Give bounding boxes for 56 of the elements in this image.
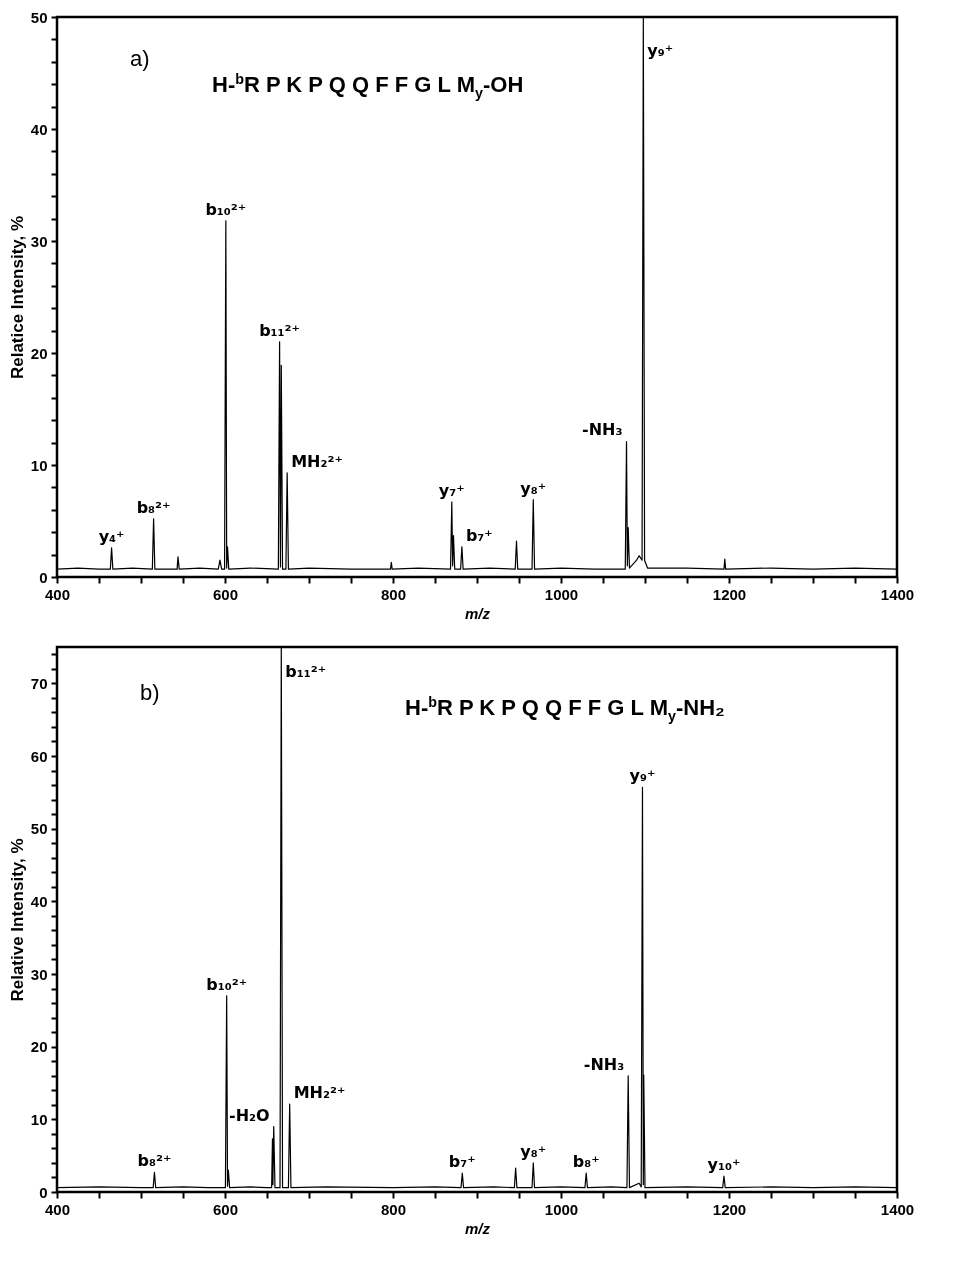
annotation: MH₂²⁺ (291, 451, 343, 471)
annotation: b₇⁺ (448, 1152, 476, 1172)
annotation: H-$^{b}$R P K P Q Q F F G L M$_{y}$-NH₂ (405, 694, 725, 724)
annotation: b₁₀²⁺ (205, 199, 247, 219)
x-tick-label: 600 (212, 585, 239, 603)
x-tick-label: 1200 (712, 585, 747, 603)
x-axis-title: m/z (464, 1219, 491, 1237)
annotation: b₁₀²⁺ (206, 974, 248, 994)
x-tick-label: 800 (380, 1200, 407, 1218)
y-tick-label: 20 (30, 1038, 48, 1056)
y-tick-label: 10 (30, 456, 48, 474)
x-tick-label: 1400 (880, 585, 915, 603)
annotation: MH₂²⁺ (293, 1083, 346, 1103)
annotation: b) (140, 680, 160, 705)
y-tick-label: 60 (30, 747, 48, 765)
y-tick-label: 50 (30, 820, 48, 838)
y-tick-label: 10 (30, 1110, 48, 1128)
x-tick-label: 1200 (712, 1200, 747, 1218)
y-axis-title: Relatice Intensity, % (7, 215, 27, 380)
annotation: y₈⁺ (520, 1141, 547, 1161)
x-tick-label: 1000 (544, 1200, 579, 1218)
x-tick-label: 400 (44, 585, 71, 603)
x-tick-label: 400 (44, 1200, 71, 1218)
y-tick-label: 40 (30, 892, 48, 910)
annotation: -H₂O (229, 1105, 270, 1125)
annotation: -NH₃ (582, 420, 623, 440)
y-tick-label: 50 (30, 8, 48, 26)
annotation: a) (130, 46, 150, 71)
annotation: b₈²⁺ (136, 497, 171, 517)
annotation: y₇⁺ (438, 480, 465, 500)
annotation: y₉⁺ (647, 40, 674, 60)
x-tick-label: 800 (380, 585, 407, 603)
y-axis-title: Relative Intensity, % (7, 838, 27, 1002)
x-tick-label: 1400 (880, 1200, 915, 1218)
annotation: b₁₁²⁺ (259, 320, 301, 340)
x-tick-label: 1000 (544, 585, 579, 603)
y-tick-label: 0 (39, 568, 48, 586)
annotation: b₁₁²⁺ (285, 662, 327, 682)
y-tick-label: 20 (30, 344, 48, 362)
annotation: y₁₀⁺ (707, 1155, 741, 1175)
annotation: y₉⁺ (629, 766, 656, 786)
annotation: b₇⁺ (465, 525, 493, 545)
y-tick-label: 30 (30, 232, 48, 250)
y-tick-label: 40 (30, 120, 48, 138)
annotation: b₈²⁺ (137, 1151, 172, 1171)
y-tick-label: 0 (39, 1183, 48, 1201)
y-tick-label: 70 (30, 674, 48, 692)
x-tick-label: 600 (212, 1200, 239, 1218)
annotation: y₄⁺ (98, 526, 125, 546)
annotation: -NH₃ (583, 1054, 625, 1074)
line-series (57, 647, 897, 1189)
x-axis-title: m/z (464, 604, 491, 622)
annotation: b₈⁺ (572, 1152, 600, 1172)
y-tick-label: 30 (30, 965, 48, 983)
annotation: H-$^{b}$R P K P Q Q F F G L M$_{y}$-OH (212, 71, 524, 101)
annotation: y₈⁺ (520, 478, 547, 498)
